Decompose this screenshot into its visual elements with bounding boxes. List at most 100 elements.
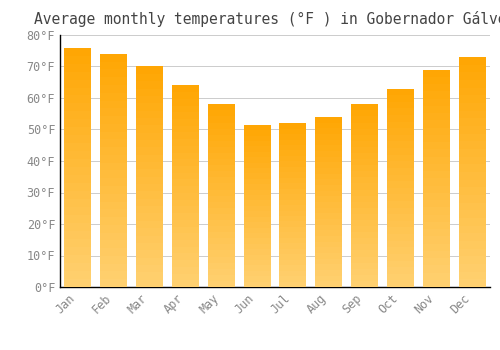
- Bar: [64, 215, 92, 223]
- Bar: [100, 139, 127, 147]
- Bar: [423, 258, 450, 265]
- Bar: [100, 54, 127, 287]
- Bar: [423, 149, 450, 156]
- Bar: [387, 214, 414, 221]
- Bar: [244, 179, 270, 184]
- Bar: [64, 247, 92, 255]
- Bar: [280, 271, 306, 276]
- Bar: [351, 129, 378, 135]
- Bar: [280, 167, 306, 172]
- Bar: [280, 161, 306, 167]
- Bar: [64, 183, 92, 191]
- Bar: [316, 276, 342, 281]
- Bar: [244, 260, 270, 265]
- Bar: [351, 251, 378, 257]
- Bar: [244, 228, 270, 233]
- Bar: [100, 217, 127, 225]
- Bar: [208, 226, 234, 232]
- Bar: [280, 232, 306, 238]
- Bar: [208, 165, 234, 171]
- Bar: [64, 88, 92, 96]
- Bar: [280, 238, 306, 243]
- Bar: [100, 85, 127, 93]
- Bar: [351, 269, 378, 275]
- Bar: [64, 48, 92, 287]
- Bar: [64, 263, 92, 271]
- Bar: [172, 99, 199, 106]
- Bar: [280, 265, 306, 271]
- Bar: [208, 183, 234, 190]
- Bar: [316, 151, 342, 156]
- Bar: [387, 247, 414, 254]
- Bar: [458, 279, 485, 287]
- Bar: [244, 135, 270, 141]
- Bar: [458, 157, 485, 164]
- Bar: [244, 276, 270, 282]
- Bar: [244, 190, 270, 195]
- Bar: [100, 124, 127, 132]
- Bar: [423, 128, 450, 135]
- Bar: [316, 208, 342, 213]
- Bar: [100, 100, 127, 108]
- Bar: [280, 156, 306, 161]
- Bar: [64, 175, 92, 183]
- Bar: [172, 85, 199, 92]
- Bar: [423, 164, 450, 171]
- Bar: [387, 128, 414, 135]
- Bar: [423, 77, 450, 84]
- Bar: [387, 181, 414, 188]
- Bar: [208, 104, 234, 287]
- Bar: [100, 256, 127, 264]
- Bar: [316, 140, 342, 145]
- Bar: [244, 125, 270, 130]
- Bar: [100, 240, 127, 248]
- Bar: [423, 99, 450, 106]
- Bar: [244, 254, 270, 260]
- Bar: [351, 171, 378, 177]
- Bar: [387, 135, 414, 141]
- Bar: [423, 280, 450, 287]
- Bar: [458, 180, 485, 187]
- Bar: [387, 260, 414, 267]
- Bar: [100, 178, 127, 186]
- Bar: [351, 135, 378, 141]
- Bar: [172, 146, 199, 153]
- Bar: [172, 240, 199, 247]
- Bar: [244, 174, 270, 179]
- Bar: [100, 163, 127, 170]
- Bar: [244, 222, 270, 228]
- Bar: [458, 226, 485, 233]
- Bar: [423, 142, 450, 149]
- Bar: [423, 178, 450, 186]
- Bar: [64, 167, 92, 175]
- Bar: [208, 196, 234, 202]
- Bar: [351, 208, 378, 214]
- Bar: [100, 62, 127, 69]
- Bar: [244, 141, 270, 146]
- Bar: [136, 265, 163, 272]
- Bar: [423, 70, 450, 77]
- Bar: [172, 132, 199, 139]
- Bar: [423, 207, 450, 215]
- Bar: [208, 122, 234, 129]
- Bar: [280, 205, 306, 211]
- Bar: [64, 56, 92, 64]
- Bar: [423, 113, 450, 120]
- Bar: [64, 151, 92, 159]
- Bar: [172, 119, 199, 126]
- Bar: [280, 199, 306, 205]
- Bar: [316, 117, 342, 287]
- Bar: [136, 81, 163, 89]
- Bar: [423, 120, 450, 128]
- Bar: [316, 128, 342, 134]
- Bar: [423, 273, 450, 280]
- Bar: [458, 241, 485, 248]
- Bar: [458, 218, 485, 226]
- Bar: [64, 135, 92, 144]
- Bar: [458, 248, 485, 256]
- Bar: [280, 150, 306, 156]
- Bar: [172, 233, 199, 240]
- Bar: [172, 260, 199, 267]
- Bar: [458, 118, 485, 126]
- Bar: [136, 272, 163, 280]
